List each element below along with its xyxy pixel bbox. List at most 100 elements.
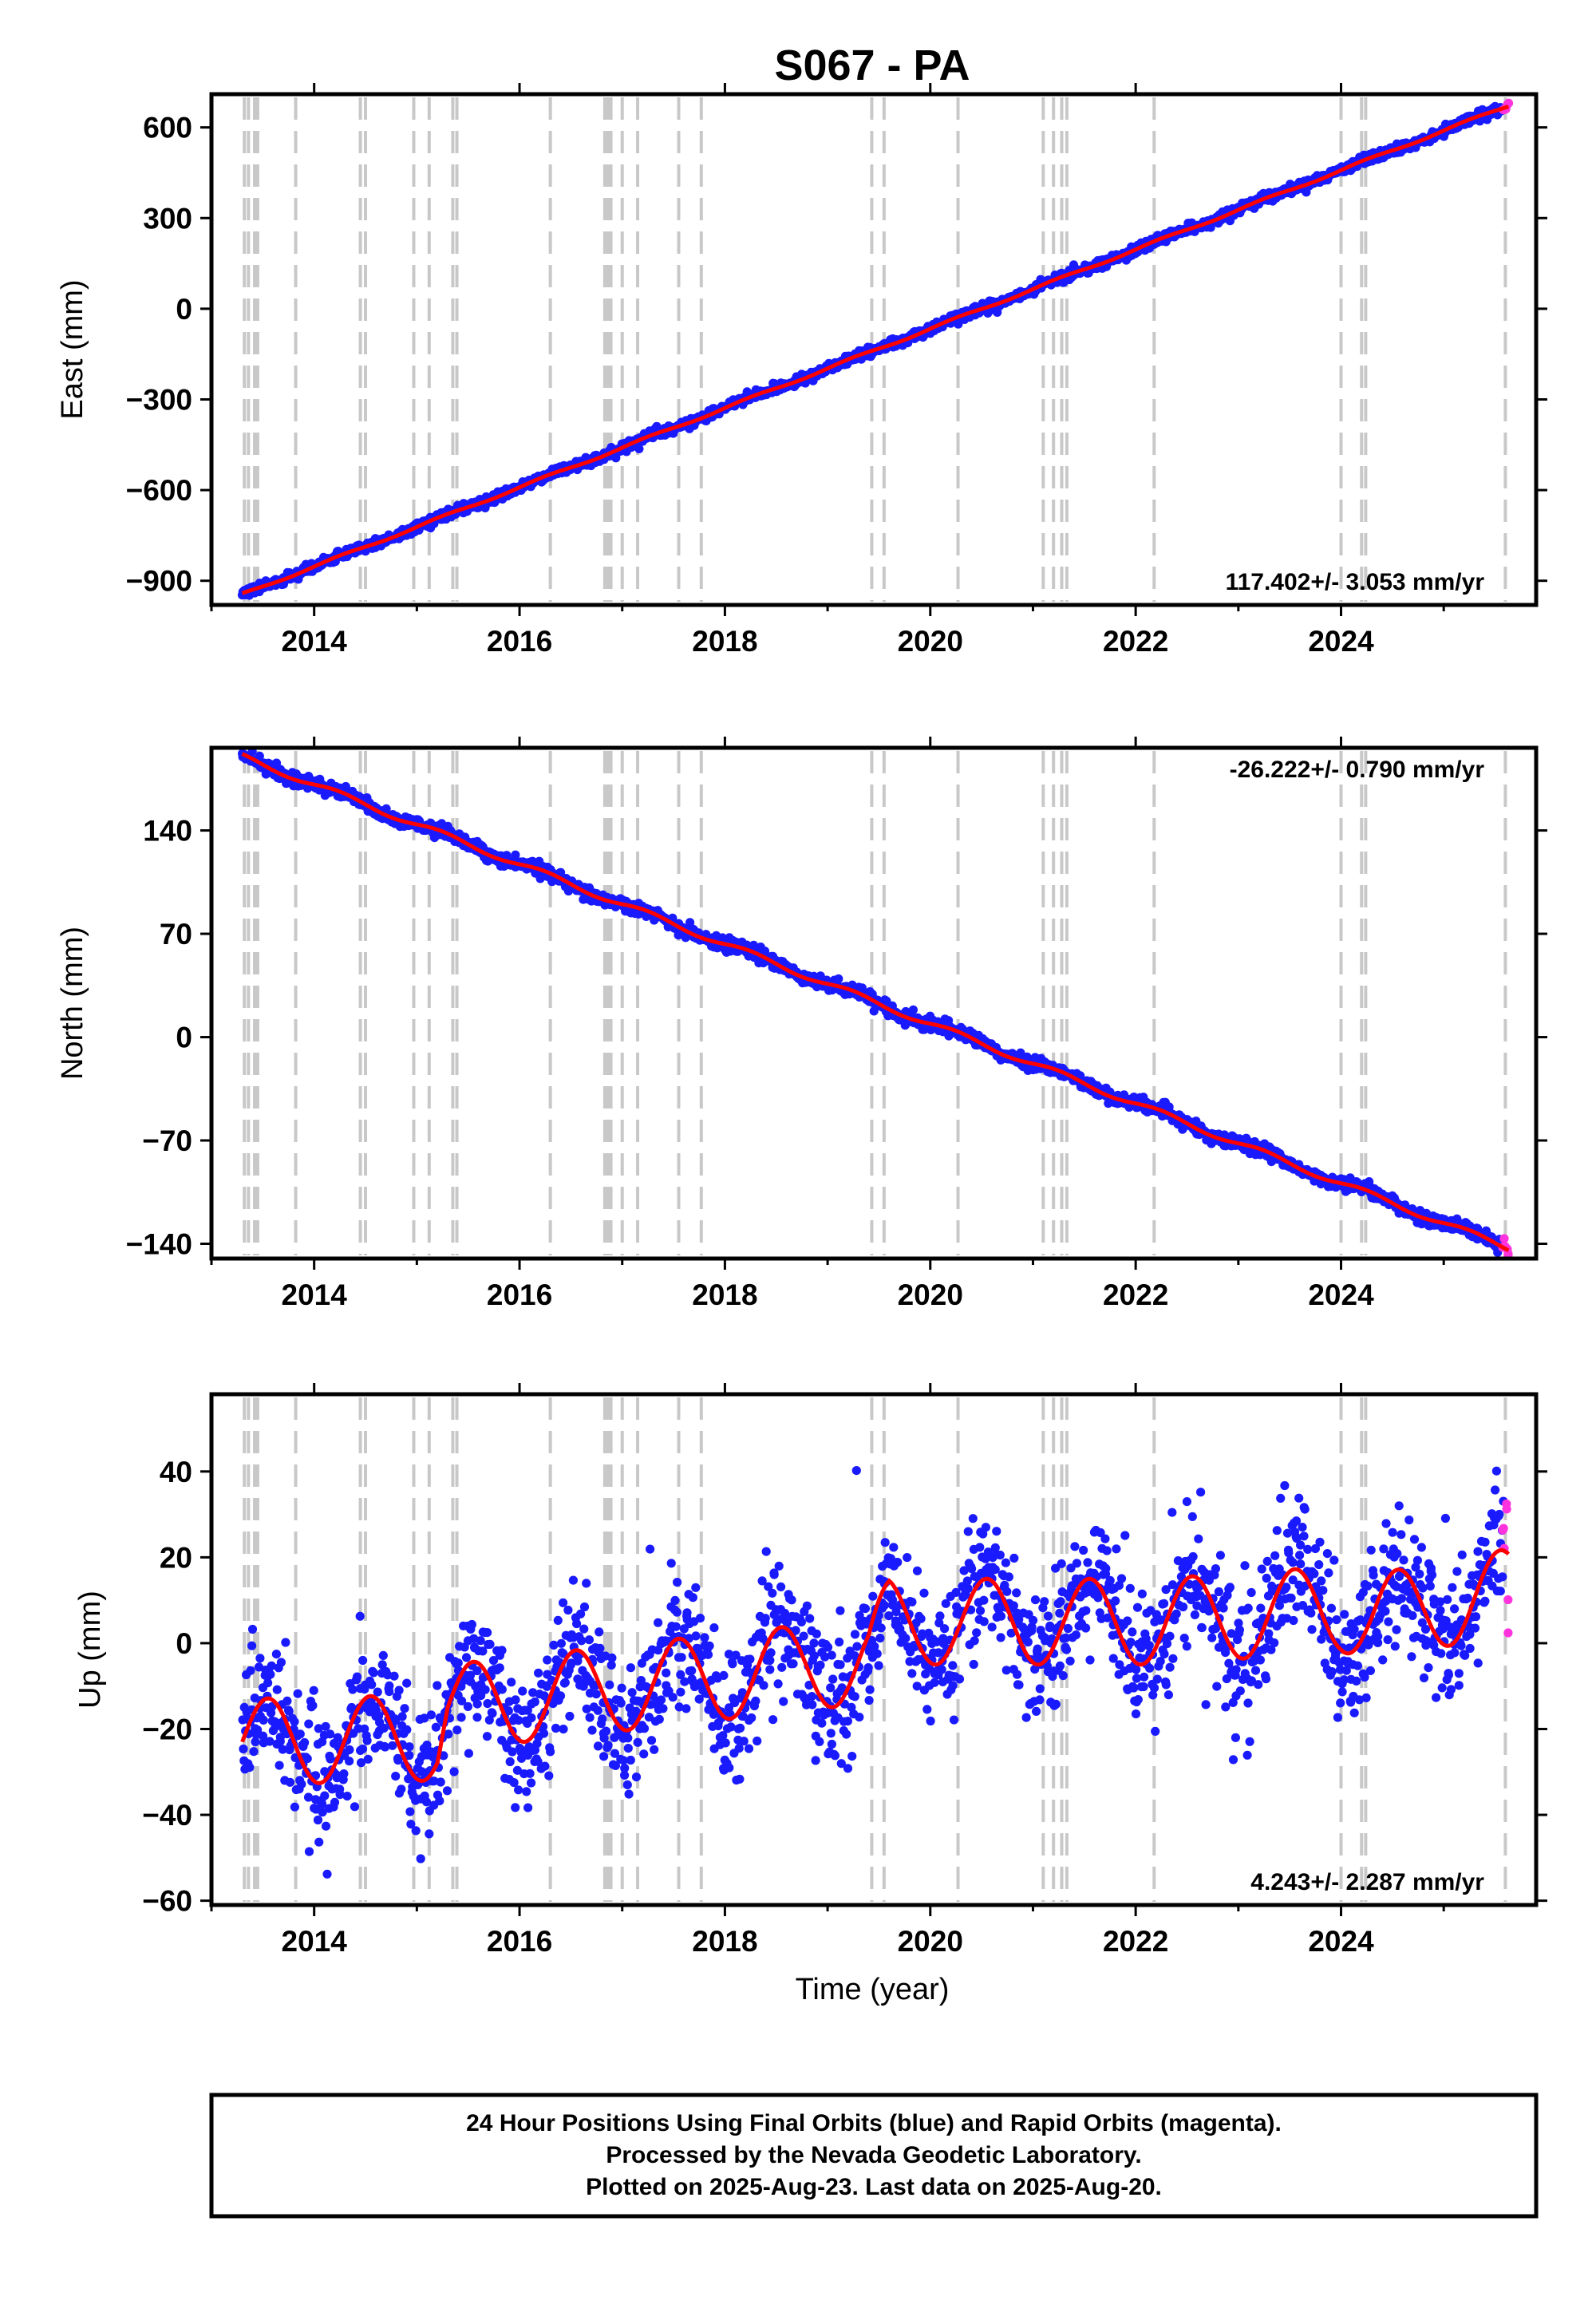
up-final_orbits-point [666, 1559, 676, 1568]
up-final_orbits-point [796, 1617, 807, 1626]
up-final_orbits-point [695, 1614, 705, 1623]
up-final_orbits-point [302, 1754, 312, 1764]
up-final_orbits-point [511, 1695, 520, 1705]
up-final_orbits-point [587, 1725, 597, 1735]
up-final_orbits-point [843, 1764, 853, 1773]
north-ylabel: North (mm) [56, 927, 89, 1080]
up-final_orbits-point [514, 1785, 523, 1795]
up-final_orbits-point [826, 1729, 836, 1738]
up-final_orbits-point [518, 1686, 527, 1696]
up-final_orbits-point [263, 1678, 273, 1688]
up-final_orbits-point [728, 1659, 737, 1669]
north-rate-label: -26.222+/- 0.790 mm/yr [1230, 757, 1485, 783]
up-final_orbits-point [639, 1749, 649, 1759]
up-final_orbits-point [753, 1736, 762, 1746]
up-final_orbits-point [433, 1681, 442, 1690]
up-final_orbits-point [322, 1869, 332, 1879]
up-final_orbits-point [487, 1708, 496, 1717]
up-final_orbits-point [400, 1704, 409, 1713]
north-ytick-label: 70 [160, 918, 192, 951]
east-xtick-label: 2024 [1308, 625, 1374, 658]
up-final_orbits-point [426, 1710, 437, 1720]
up-final_orbits-point [362, 1736, 372, 1745]
up-final_orbits-point [623, 1733, 633, 1743]
up-final_orbits-point [539, 1729, 549, 1738]
up-final_orbits-point [425, 1829, 434, 1839]
up-final_orbits-point [582, 1579, 591, 1588]
up-final_orbits-point [681, 1704, 691, 1713]
up-final_orbits-point [622, 1780, 632, 1789]
east-ytick-label: 300 [143, 202, 192, 235]
up-final_orbits-point [811, 1756, 820, 1765]
up-final_orbits-point [321, 1721, 330, 1731]
up-final_orbits-point [654, 1618, 663, 1627]
up-final_orbits-point [725, 1763, 734, 1773]
up-final_orbits-point [330, 1797, 340, 1807]
up-final_orbits-point [787, 1595, 796, 1605]
up-final_orbits-point [751, 1696, 760, 1705]
north-model-layer [241, 752, 1510, 1252]
up-final_orbits-point [456, 1713, 466, 1722]
up-final_orbits-point [326, 1729, 335, 1739]
up-final_orbits-point [402, 1725, 412, 1734]
up-final_orbits-point [300, 1737, 310, 1748]
up-final_orbits-point [691, 1583, 701, 1592]
up-final_orbits-point [507, 1678, 516, 1687]
up-final_orbits-point [388, 1741, 397, 1750]
up-final_orbits-point [736, 1723, 745, 1733]
up-final_orbits-point [735, 1774, 745, 1784]
north-ytick-label: −140 [126, 1228, 192, 1261]
east-ytick-label: −600 [126, 474, 192, 507]
north-xtick-label: 2014 [282, 1279, 348, 1311]
east-ytick-label: −300 [126, 383, 192, 416]
up-final_orbits-point [639, 1724, 650, 1733]
up-final_orbits-point [617, 1683, 626, 1693]
up-final_orbits-point [624, 1789, 634, 1799]
up-final_orbits-point [391, 1772, 401, 1781]
up-final_orbits-point [452, 1725, 462, 1735]
up-final_orbits-point [893, 1557, 903, 1567]
up-final_orbits-point [551, 1723, 561, 1733]
up-final_orbits-point [860, 1604, 870, 1614]
up-final_orbits-point [668, 1693, 678, 1702]
up-final_orbits-point [850, 1630, 860, 1639]
up-final_orbits-point [463, 1701, 473, 1711]
up-final_orbits-point [765, 1655, 775, 1666]
up-final_orbits-point [843, 1717, 852, 1726]
up-final_orbits-point [480, 1685, 490, 1694]
up-final_orbits-point [593, 1705, 603, 1715]
up-final_orbits-point [774, 1561, 784, 1571]
up-final_orbits-point [865, 1685, 875, 1694]
up-final_orbits-point [872, 1649, 882, 1658]
east-rate-label: 117.402+/- 3.053 mm/yr [1226, 569, 1485, 595]
up-final_orbits-point [472, 1713, 482, 1722]
up-final_orbits-point [495, 1663, 504, 1673]
up-final_orbits-point [599, 1752, 609, 1761]
up-final_orbits-point [776, 1582, 786, 1591]
up-final_orbits-point [747, 1713, 757, 1723]
up-final_orbits-point [815, 1737, 824, 1746]
up-final_orbits-point [309, 1686, 318, 1695]
up-final_orbits-point [342, 1792, 352, 1801]
up-final_orbits-point [676, 1687, 685, 1697]
up-final_orbits-point [525, 1769, 535, 1778]
up-final_orbits-point [358, 1655, 368, 1666]
up-final_orbits-point [431, 1722, 441, 1732]
up-final_orbits-point [555, 1691, 566, 1701]
east-model-layer [241, 105, 1510, 595]
up-final_orbits-point [593, 1741, 603, 1751]
up-final_orbits-point [544, 1771, 554, 1780]
up-final_orbits-point [646, 1736, 657, 1745]
north-xtick-label: 2016 [487, 1279, 552, 1311]
up-final_orbits-point [691, 1631, 701, 1641]
up-final_orbits-point [809, 1638, 819, 1648]
up-final_orbits-point [385, 1681, 394, 1690]
up-final_orbits-point [850, 1692, 859, 1701]
up-final_orbits-point [745, 1654, 755, 1664]
up-final_orbits-point [297, 1780, 306, 1789]
up-final_orbits-point [348, 1685, 358, 1694]
up-final_orbits-point [616, 1698, 626, 1708]
up-final_orbits-point [549, 1640, 559, 1650]
up-final_orbits-point [405, 1807, 415, 1816]
